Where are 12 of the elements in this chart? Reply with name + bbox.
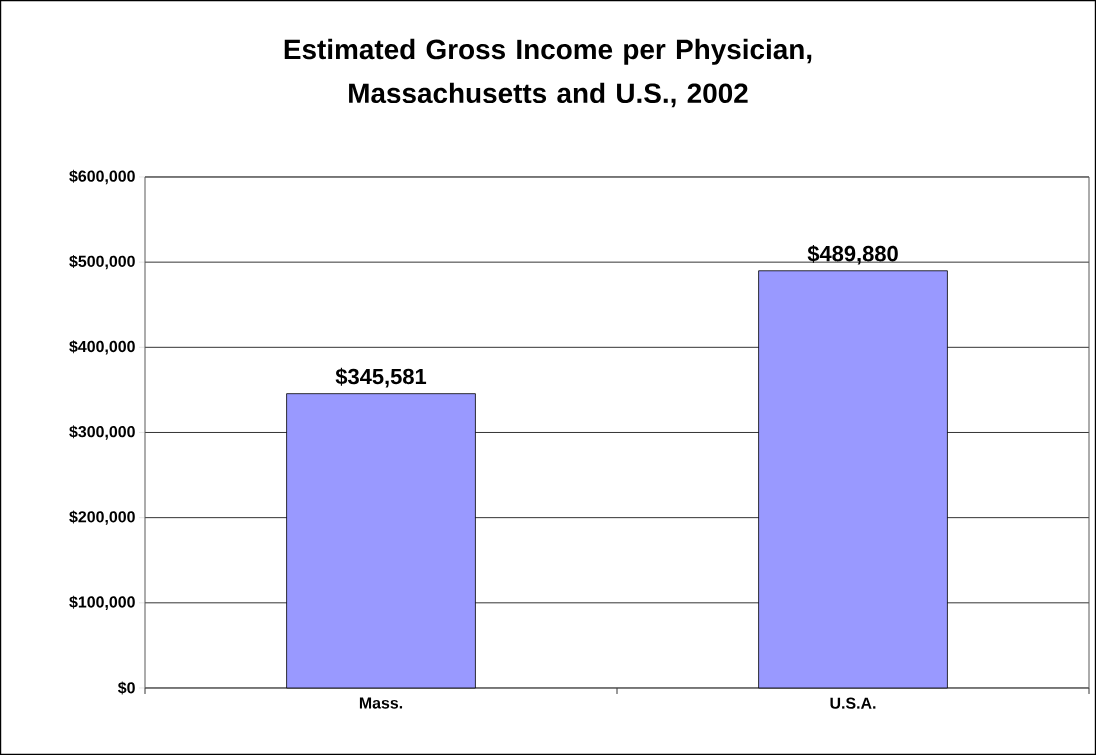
- x-tick-label: U.S.A.: [830, 697, 876, 709]
- x-tick-label: Mass.: [359, 697, 403, 709]
- y-tick-label: $300,000: [69, 425, 135, 440]
- y-tick-label: $400,000: [69, 340, 135, 355]
- y-tick-label: $200,000: [69, 510, 135, 525]
- y-tick-label: $600,000: [69, 169, 135, 185]
- data-label: $345,581: [335, 367, 427, 388]
- data-label: $489,880: [807, 244, 898, 265]
- y-tick-label: $0: [117, 681, 135, 695]
- y-tick-label: $100,000: [69, 595, 135, 610]
- y-tick-label: $500,000: [69, 255, 135, 270]
- chart-title: Estimated Gross Income per Physician, Massachusetts and U.S., 2002: [284, 38, 812, 108]
